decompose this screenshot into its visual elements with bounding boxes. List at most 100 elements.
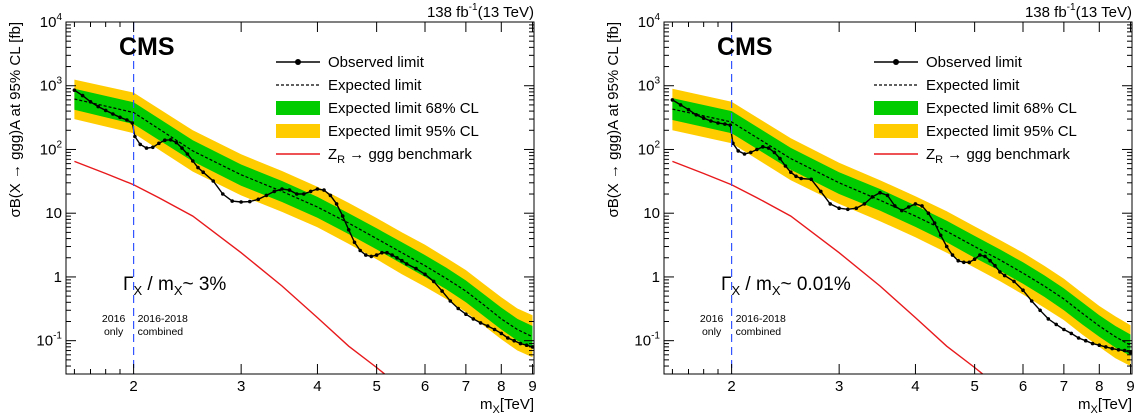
experiment-label: CMS (119, 33, 175, 61)
observed-point (862, 202, 867, 206)
y-tick-label: 102 (40, 139, 63, 158)
era-left-label-2: only (104, 326, 124, 338)
observed-point (334, 202, 339, 206)
legend-entry: Expected limit 68% CL (874, 100, 1077, 117)
observed-point (978, 253, 982, 257)
observed-point (913, 202, 918, 206)
observed-point (1069, 331, 1074, 336)
observed-point (983, 254, 987, 259)
observed-point (191, 159, 195, 163)
legend-band95-swatch (276, 124, 320, 138)
observed-point (358, 248, 363, 253)
observed-point (837, 206, 841, 210)
x-tick-label: 7 (462, 378, 470, 395)
legend-band95-swatch (874, 124, 918, 138)
x-tick-label: 6 (1019, 378, 1027, 395)
observed-point (512, 338, 516, 343)
legend-entry: Expected limit 95% CL (874, 123, 1077, 140)
observed-point (151, 145, 155, 150)
observed-point (878, 190, 882, 195)
plot-frame (65, 21, 535, 375)
legend-label: Expected limit (926, 77, 1020, 94)
observed-point (1038, 308, 1042, 313)
observed-point (369, 254, 374, 259)
observed-point (133, 134, 137, 139)
x-tick-label: 3 (237, 378, 245, 395)
legend: Observed limit Expected limit Expected lim… (874, 54, 1077, 166)
observed-point (1083, 338, 1088, 343)
x-tick-label: 4 (911, 378, 919, 395)
legend-entry: Expected limit 95% CL (276, 123, 479, 140)
y-axis-label: σB(X → ggg)A at 95% CL [fb] (7, 22, 24, 217)
observed-point (846, 207, 850, 212)
observed-point (893, 204, 897, 208)
y-axis-label: σB(X → ggg)A at 95% CL [fb] (605, 22, 622, 217)
legend-observed-marker (295, 59, 301, 65)
observed-point (352, 240, 357, 245)
observed-point (524, 343, 529, 348)
lumi-label: 138 fb-1(13 TeV) (1025, 2, 1132, 21)
observed-point (1104, 345, 1108, 349)
y-tick-label: 104 (638, 12, 661, 31)
legend-entry: Observed limit (276, 54, 425, 71)
observed-point (794, 174, 798, 179)
observed-point (962, 260, 966, 265)
observed-point (390, 253, 394, 257)
x-tick-label: 8 (1095, 378, 1103, 395)
observed-point (766, 146, 771, 150)
observed-point (80, 93, 85, 98)
observed-point (174, 140, 179, 145)
observed-point (723, 122, 727, 126)
experiment-label: CMS (717, 33, 773, 61)
observed-point (485, 324, 490, 328)
benchmark-line (672, 160, 984, 374)
observed-point (742, 152, 747, 156)
observed-point (772, 150, 777, 155)
legend-label: ZR → ggg benchmark (328, 146, 472, 166)
observed-point (264, 193, 269, 198)
observed-point (1076, 336, 1081, 340)
y-tick-label: 1 (54, 269, 62, 286)
x-axis-label: mX[TeV] (480, 396, 534, 416)
observed-point (88, 100, 93, 104)
benchmark-line (74, 160, 386, 374)
observed-point (201, 170, 205, 174)
observed-point (118, 115, 122, 120)
observed-point (404, 262, 409, 266)
y-tick-label: 103 (638, 76, 661, 95)
x-tick-label: 7 (1060, 378, 1068, 395)
observed-point (295, 192, 299, 196)
observed-point (272, 189, 277, 194)
observed-point (111, 112, 115, 116)
y-tick-label: 1 (652, 269, 660, 286)
observed-point (1116, 348, 1121, 352)
observed-point (346, 228, 351, 232)
observed-point (96, 104, 100, 109)
observed-point (778, 156, 782, 161)
observed-point (761, 145, 765, 149)
observed-point (1110, 346, 1114, 351)
x-tick-label: 9 (528, 378, 536, 395)
era-right-label-2: combined (138, 326, 184, 338)
observed-point (280, 187, 284, 191)
observed-point (125, 118, 129, 122)
era-right-label-2: combined (736, 326, 782, 338)
observed-point (926, 211, 931, 215)
observed-point (854, 206, 859, 210)
observed-point (783, 164, 788, 168)
observed-point (471, 317, 476, 321)
observed-point (885, 193, 890, 198)
observed-point (678, 103, 683, 107)
legend-label: Observed limit (926, 54, 1023, 71)
x-tick-label: 2 (129, 378, 137, 395)
observed-point (1128, 350, 1132, 355)
y-tick-label: 102 (638, 139, 661, 158)
observed-point (938, 233, 943, 238)
observed-point (755, 147, 759, 152)
observed-point (950, 253, 955, 257)
observed-point (1029, 299, 1034, 303)
y-tick-label: 10-1 (36, 331, 62, 350)
legend-label: Expected limit 95% CL (328, 123, 479, 140)
x-tick-label: 9 (1126, 378, 1134, 395)
